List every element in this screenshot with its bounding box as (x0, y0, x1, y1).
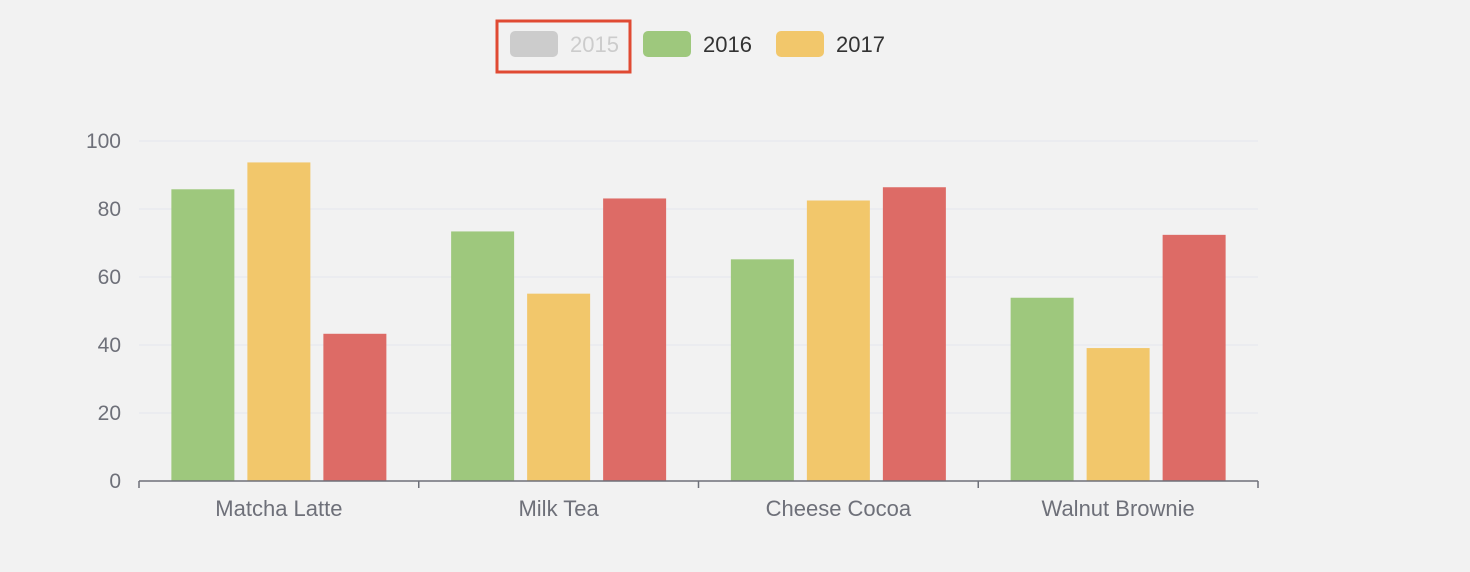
y-tick-label: 0 (109, 470, 121, 493)
legend-label-2015[interactable]: 2015 (570, 32, 619, 57)
legend-highlight-box (495, 19, 632, 74)
legend-swatch-2017[interactable] (776, 31, 824, 57)
x-tick-label: Walnut Brownie (1042, 496, 1195, 521)
bar-2016-milk-tea[interactable] (451, 231, 515, 481)
bar-2017-cheese-cocoa[interactable] (806, 200, 870, 482)
legend-swatch-2015[interactable] (510, 31, 558, 57)
bar-2017-matcha-latte[interactable] (247, 162, 311, 482)
bar-2016-matcha-latte[interactable] (171, 189, 235, 481)
x-tick-label: Cheese Cocoa (766, 496, 912, 521)
y-tick-label: 100 (86, 130, 121, 153)
x-tick-label: Milk Tea (518, 496, 599, 521)
y-tick-label: 40 (98, 334, 121, 357)
legend-label-2017[interactable]: 2017 (836, 32, 885, 57)
y-tick-label: 20 (98, 402, 121, 425)
bar-2015-walnut-brownie[interactable] (1162, 234, 1226, 481)
bar-2016-cheese-cocoa[interactable] (730, 259, 794, 481)
y-tick-label: 80 (98, 198, 121, 221)
x-tick-label: Matcha Latte (215, 496, 342, 521)
y-tick-label: 60 (98, 266, 121, 289)
bar-2015-matcha-latte[interactable] (323, 333, 387, 481)
bar-2015-cheese-cocoa[interactable] (882, 187, 946, 482)
bar-2015-milk-tea[interactable] (603, 198, 667, 481)
legend-swatch-2016[interactable] (643, 31, 691, 57)
legend-label-2016[interactable]: 2016 (703, 32, 752, 57)
bar-2017-milk-tea[interactable] (527, 293, 591, 481)
bar-2016-walnut-brownie[interactable] (1010, 297, 1074, 481)
bar-2017-walnut-brownie[interactable] (1086, 348, 1150, 481)
